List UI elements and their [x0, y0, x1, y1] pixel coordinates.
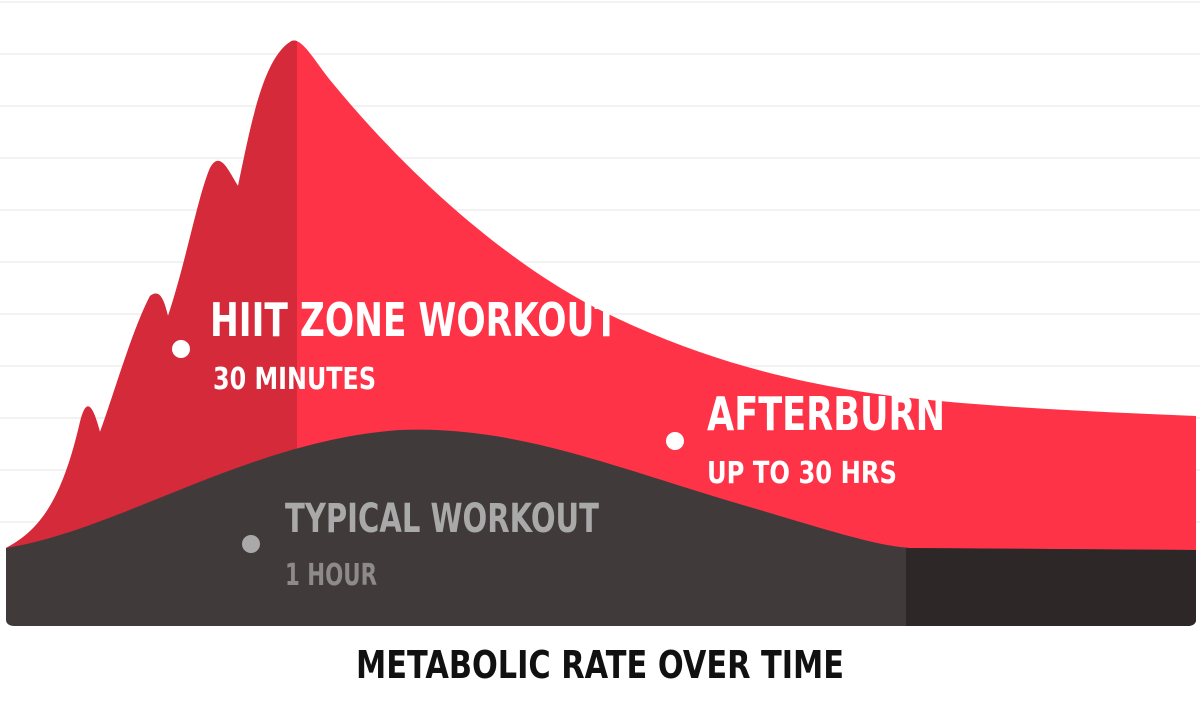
typical-marker	[242, 535, 260, 553]
typical-area	[6, 429, 1196, 626]
typical-tail	[906, 548, 1196, 626]
hiit-area	[6, 40, 1196, 561]
hiit-marker	[172, 340, 190, 358]
hiit-duration-label: 30 MINUTES	[213, 362, 376, 397]
typical-duration-label: 1 HOUR	[285, 558, 377, 593]
typical-label: TYPICAL WORKOUT	[285, 496, 600, 542]
afterburn-marker	[666, 432, 684, 450]
afterburn-duration-label: UP TO 30 HRS	[707, 456, 897, 491]
afterburn-label: AFTERBURN	[707, 387, 945, 441]
x-axis-caption: METABOLIC RATE OVER TIME	[356, 643, 844, 687]
hiit-workout-band	[6, 40, 297, 560]
hiit-label: HIIT ZONE WORKOUT	[210, 293, 618, 347]
